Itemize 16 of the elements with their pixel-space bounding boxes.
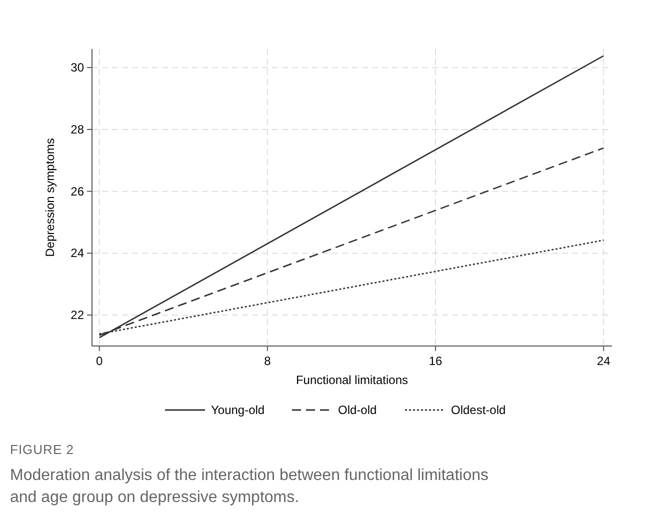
caption: FIGURE 2 — [10, 442, 74, 457]
y-tick-label: 28 — [70, 122, 84, 136]
y-tick-label: 26 — [70, 184, 84, 198]
x-tick-label: 24 — [596, 354, 611, 368]
legend-label: Young-old — [211, 403, 265, 417]
x-axis-title: Functional limitations — [296, 373, 408, 387]
legend-label: Old-old — [338, 403, 377, 417]
y-axis-title: Depression symptoms — [43, 138, 57, 257]
legend-label: Oldest-old — [451, 403, 506, 417]
y-tick-label: 22 — [70, 308, 84, 322]
x-tick-label: 0 — [96, 354, 104, 368]
x-tick-label: 16 — [428, 354, 443, 368]
text: Moderation analysis of the interaction between functional limitations and age group on depressive symptoms. — [10, 467, 488, 506]
x-tick-label: 8 — [264, 354, 272, 368]
y-tick-label: 24 — [70, 246, 84, 260]
y-tick-label: 30 — [70, 60, 84, 75]
